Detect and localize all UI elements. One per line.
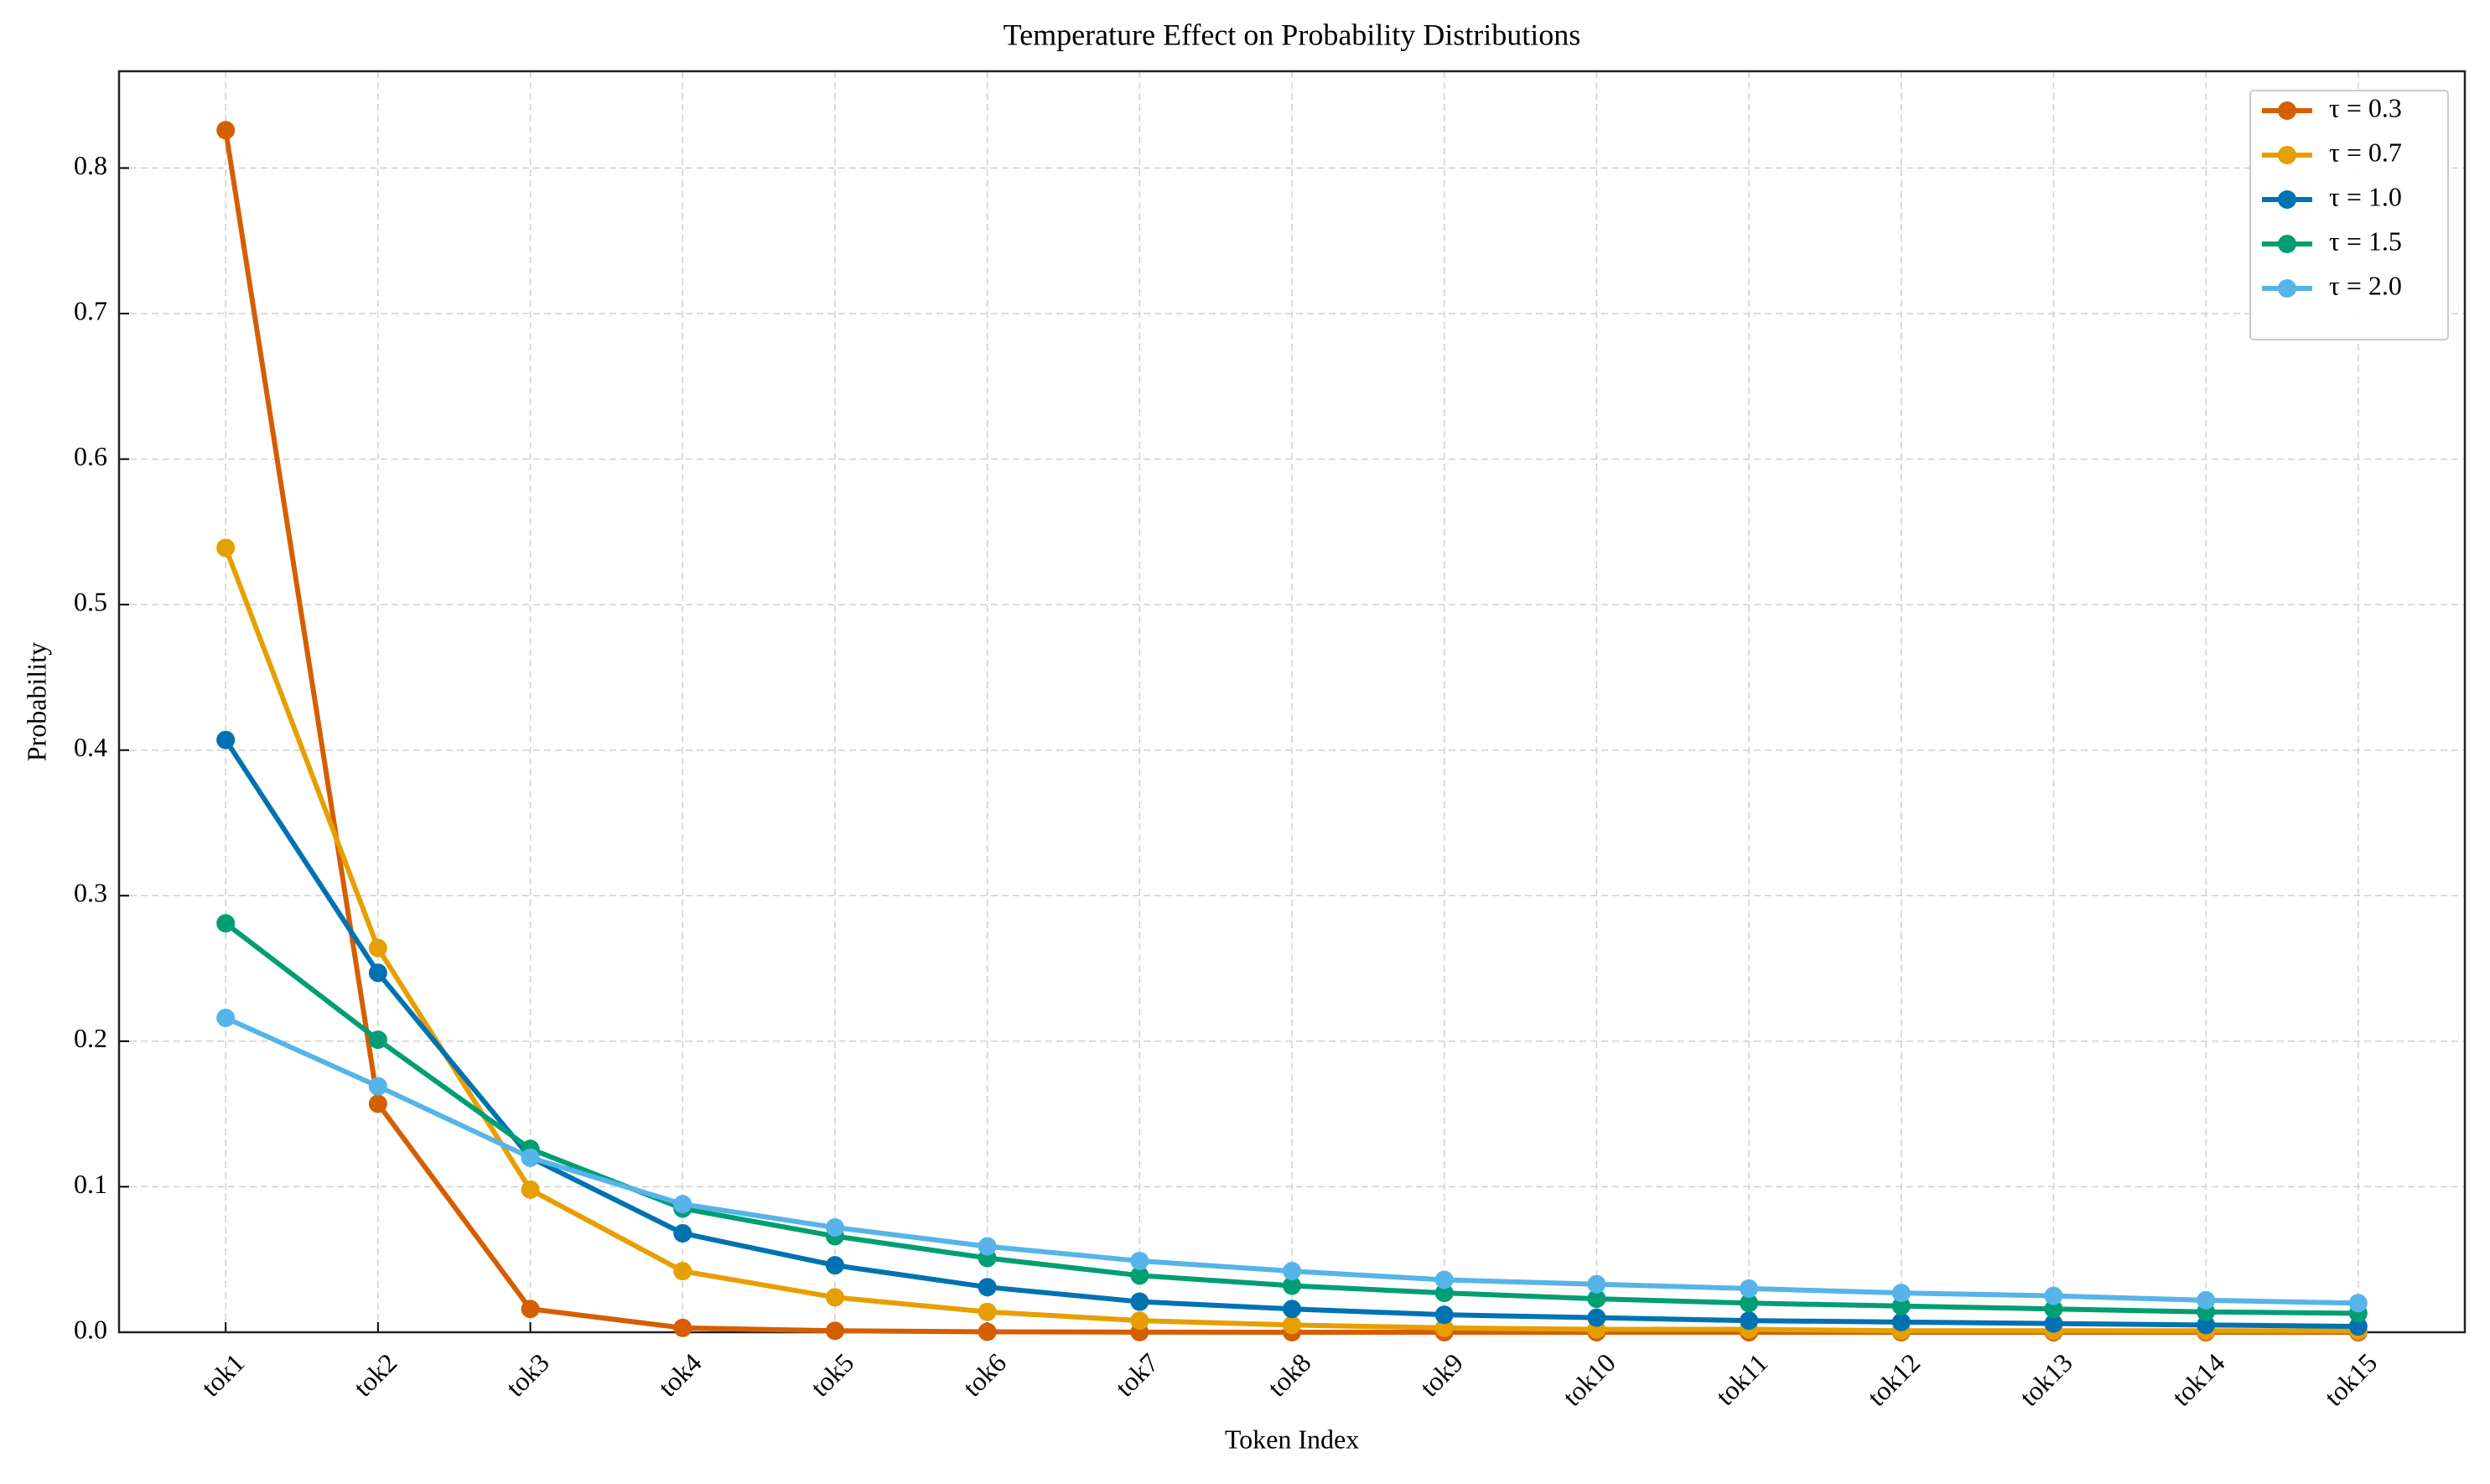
y-tick-label: 0.7 — [74, 295, 107, 325]
legend-label: τ = 2.0 — [2329, 270, 2402, 300]
point — [521, 1300, 540, 1319]
point — [216, 538, 236, 558]
point — [1740, 1294, 1759, 1313]
point — [2348, 1317, 2368, 1336]
legend-label: τ = 1.5 — [2329, 226, 2402, 256]
legend-marker — [2278, 279, 2296, 298]
point — [673, 1318, 693, 1337]
point — [368, 1094, 387, 1113]
point — [1130, 1292, 1149, 1311]
legend-marker — [2278, 235, 2296, 253]
point — [825, 1321, 844, 1341]
point — [368, 1030, 387, 1050]
point — [978, 1237, 997, 1256]
point — [1283, 1262, 1301, 1281]
y-axis-label: Probability — [21, 642, 51, 761]
legend-label: τ = 0.7 — [2329, 137, 2402, 167]
point — [1283, 1276, 1301, 1295]
point — [1434, 1284, 1454, 1303]
point — [1434, 1305, 1454, 1325]
chart-title: Temperature Effect on Probability Distri… — [1004, 18, 1581, 51]
point — [673, 1223, 693, 1243]
point — [1434, 1270, 1454, 1289]
point — [368, 963, 387, 983]
point — [216, 730, 236, 750]
point — [521, 1180, 540, 1199]
point — [1130, 1266, 1149, 1285]
legend-marker — [2278, 190, 2296, 209]
point — [673, 1195, 693, 1214]
point — [216, 1009, 236, 1028]
point — [521, 1148, 540, 1167]
x-axis-label: Token Index — [1225, 1424, 1359, 1454]
point — [2197, 1315, 2216, 1335]
legend-marker — [2278, 101, 2296, 120]
point — [978, 1322, 997, 1341]
point — [1587, 1289, 1606, 1309]
point — [368, 938, 387, 957]
point — [2044, 1286, 2063, 1305]
y-tick-label: 0.6 — [74, 441, 107, 471]
point — [1434, 1318, 1454, 1337]
point — [1587, 1274, 1606, 1294]
point — [216, 121, 236, 140]
point — [825, 1218, 844, 1238]
point — [673, 1262, 693, 1281]
point — [1283, 1315, 1301, 1335]
point — [1740, 1311, 1759, 1331]
point — [1283, 1300, 1301, 1319]
legend-box — [2249, 90, 2449, 340]
legend-label: τ = 0.3 — [2329, 92, 2402, 122]
y-tick-label: 0.3 — [74, 878, 107, 908]
point — [825, 1288, 844, 1307]
point — [216, 914, 236, 933]
point — [368, 1077, 387, 1096]
point — [978, 1302, 997, 1321]
point — [1740, 1279, 1759, 1298]
point — [1891, 1284, 1911, 1303]
point — [1130, 1311, 1149, 1331]
point — [2044, 1300, 2063, 1319]
point — [1587, 1308, 1606, 1327]
y-tick-label: 0.4 — [74, 732, 107, 762]
y-tick-label: 0.1 — [74, 1169, 107, 1199]
point — [825, 1256, 844, 1275]
legend-label: τ = 1.0 — [2329, 181, 2402, 211]
y-tick-label: 0.5 — [74, 586, 107, 616]
point — [1891, 1312, 1911, 1331]
y-tick-label: 0.0 — [74, 1314, 107, 1344]
point — [2044, 1314, 2063, 1333]
y-tick-label: 0.8 — [74, 150, 107, 180]
y-tick-label: 0.2 — [74, 1023, 107, 1053]
point — [1891, 1296, 1911, 1315]
point — [2348, 1294, 2368, 1313]
legend-marker — [2278, 146, 2296, 164]
point — [978, 1278, 997, 1297]
point — [2197, 1290, 2216, 1310]
point — [1130, 1251, 1149, 1270]
